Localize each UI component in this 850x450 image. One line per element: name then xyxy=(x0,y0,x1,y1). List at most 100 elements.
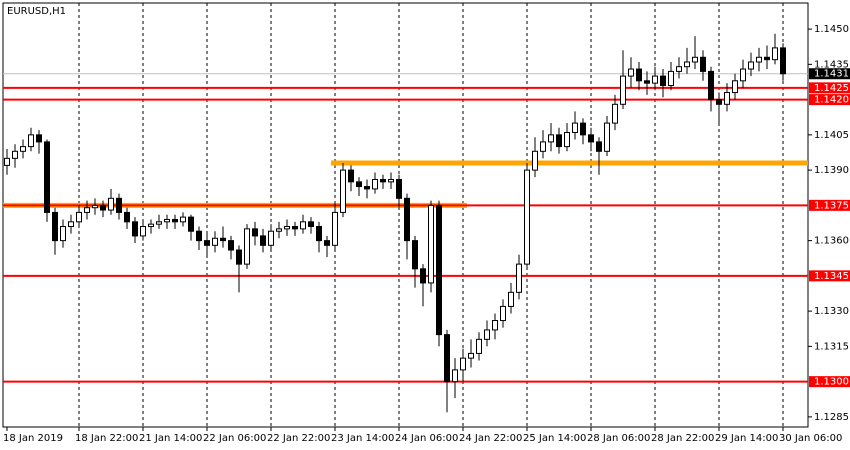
level-label: 1.1375 xyxy=(814,200,849,211)
candle-body xyxy=(652,75,658,84)
candle-body xyxy=(196,230,202,242)
candle-body xyxy=(188,216,194,232)
candle-body xyxy=(116,197,122,213)
candle-body xyxy=(436,204,442,336)
candle-body xyxy=(140,226,146,237)
candle-body xyxy=(748,61,754,70)
candle-body xyxy=(172,218,178,223)
x-tick-label: 21 Jan 14:00 xyxy=(139,433,202,444)
candle-body xyxy=(284,226,290,230)
candle-body xyxy=(468,352,474,359)
x-tick-label: 24 Jan 06:00 xyxy=(395,433,458,444)
x-tick-label: 22 Jan 06:00 xyxy=(203,433,266,444)
candle-body xyxy=(260,235,266,246)
candle-body xyxy=(676,66,682,72)
candle-body xyxy=(220,237,226,242)
candle-body xyxy=(228,240,234,251)
y-tick-label: 1.1405 xyxy=(814,130,849,141)
level-label: 1.1425 xyxy=(814,83,849,94)
candle-body xyxy=(572,122,578,134)
candle-body xyxy=(92,204,98,209)
candle-body xyxy=(508,291,514,307)
last-price-box xyxy=(809,68,850,80)
y-tick-label: 1.1390 xyxy=(814,165,849,176)
candle-body xyxy=(476,338,482,354)
plot-border xyxy=(2,2,809,428)
y-tick-label: 1.1315 xyxy=(814,341,849,352)
candle-body xyxy=(700,56,706,72)
y-tick-label: 1.1285 xyxy=(814,412,849,423)
candle-body xyxy=(108,197,114,211)
candle-body xyxy=(316,226,322,242)
candle-body xyxy=(492,320,498,331)
candle-body xyxy=(428,204,434,284)
candle-body xyxy=(580,122,586,136)
x-tick-label: 30 Jan 06:00 xyxy=(779,433,842,444)
candle-body xyxy=(268,230,274,246)
candle-body xyxy=(548,134,554,143)
candle-body xyxy=(524,169,530,265)
y-tick-label: 1.1360 xyxy=(814,236,849,247)
candle-body xyxy=(100,204,106,211)
candle-body xyxy=(148,223,154,228)
candle-body xyxy=(604,122,610,152)
y-tick-label: 1.1330 xyxy=(814,306,849,317)
candle-body xyxy=(364,186,370,190)
candle-body xyxy=(780,47,786,75)
candle-body xyxy=(564,132,570,148)
level-label-box xyxy=(809,94,850,106)
candle-body xyxy=(644,80,650,84)
candle-body xyxy=(204,240,210,246)
x-tick-label: 18 Jan 2019 xyxy=(3,433,63,444)
candle-body xyxy=(340,169,346,213)
candle-body xyxy=(612,103,618,124)
candle-body xyxy=(556,134,562,148)
candle-body xyxy=(180,216,186,223)
candle-body xyxy=(132,221,138,237)
candle-body xyxy=(332,211,338,246)
x-tick-label: 25 Jan 14:00 xyxy=(523,433,586,444)
candle-body xyxy=(460,357,466,371)
candle-body xyxy=(692,56,698,63)
level-label-box xyxy=(809,270,850,282)
level-label-box xyxy=(809,199,850,211)
candle-body xyxy=(4,157,10,166)
x-tick-label: 22 Jan 22:00 xyxy=(267,433,330,444)
level-label: 1.1420 xyxy=(814,95,849,106)
x-tick-label: 28 Jan 06:00 xyxy=(587,433,650,444)
candle-body xyxy=(708,70,714,101)
candle-body xyxy=(628,68,634,77)
candle-body xyxy=(164,218,170,223)
candle-body xyxy=(44,141,50,213)
candle-body xyxy=(500,305,506,322)
x-tick-label: 29 Jan 14:00 xyxy=(715,433,778,444)
candle-body xyxy=(388,179,394,183)
candle-body xyxy=(300,221,306,230)
candle-body xyxy=(732,80,738,94)
candle-body xyxy=(684,61,690,68)
candle-body xyxy=(668,70,674,86)
candle-body xyxy=(764,56,770,61)
candle-body xyxy=(252,228,258,237)
candle-body xyxy=(756,56,762,63)
candle-body xyxy=(244,228,250,265)
candle-body xyxy=(620,75,626,105)
candle-body xyxy=(348,169,354,183)
last-price-label: 1.1431 xyxy=(814,69,849,80)
candle-body xyxy=(356,181,362,188)
level-label: 1.1345 xyxy=(814,271,849,282)
x-tick-label: 18 Jan 22:00 xyxy=(75,433,138,444)
x-tick-label: 24 Jan 22:00 xyxy=(459,433,522,444)
candle-body xyxy=(396,179,402,199)
candle-body xyxy=(12,150,18,159)
candle-body xyxy=(724,92,730,105)
candle-body xyxy=(28,134,34,148)
candle-body xyxy=(588,134,594,143)
candle-body xyxy=(324,240,330,246)
candle-body xyxy=(52,211,58,242)
candle-body xyxy=(380,179,386,183)
candle-body xyxy=(20,146,26,152)
candle-body xyxy=(76,211,82,223)
candle-body xyxy=(276,228,282,232)
